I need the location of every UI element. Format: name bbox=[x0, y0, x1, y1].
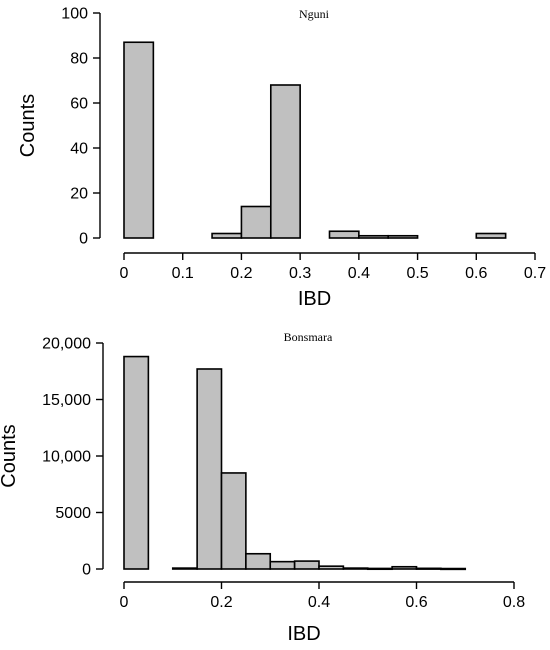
x-axis-title: IBD bbox=[287, 623, 320, 645]
x-tick-label: 0.2 bbox=[210, 594, 232, 611]
x-tick-label: 0 bbox=[120, 594, 129, 611]
histogram-bar bbox=[245, 552, 272, 570]
histogram-bar bbox=[440, 567, 467, 571]
x-tick-label: 0.2 bbox=[230, 265, 252, 282]
histogram-bar bbox=[475, 232, 507, 239]
y-tick-label: 15,000 bbox=[42, 392, 91, 409]
y-tick-label: 0 bbox=[79, 231, 88, 248]
chart-title: Nguni bbox=[299, 7, 330, 21]
y-tick-label: 0 bbox=[82, 562, 91, 579]
histogram-bar bbox=[240, 205, 272, 239]
y-tick-label: 10,000 bbox=[42, 449, 91, 466]
histogram-bar bbox=[211, 232, 243, 239]
histogram-bar bbox=[220, 472, 247, 570]
histogram-bar bbox=[358, 234, 390, 239]
histogram-bar bbox=[269, 560, 296, 570]
y-tick-label: 80 bbox=[70, 51, 88, 68]
x-tick-label: 0 bbox=[120, 265, 129, 282]
histogram-bar bbox=[366, 567, 393, 571]
x-tick-label: 0.3 bbox=[289, 265, 311, 282]
x-tick-label: 0.4 bbox=[308, 594, 330, 611]
y-tick-label: 5000 bbox=[55, 505, 91, 522]
histogram-bar bbox=[387, 234, 419, 239]
y-axis-title: Counts bbox=[0, 424, 20, 487]
x-tick-label: 0.7 bbox=[524, 265, 546, 282]
histogram-bar bbox=[123, 355, 150, 570]
x-axis-title: IBD bbox=[298, 288, 331, 310]
x-tick-label: 0.6 bbox=[405, 594, 427, 611]
chart-title: Bonsmara bbox=[284, 330, 333, 344]
histogram-bar bbox=[171, 567, 198, 570]
y-tick-label: 20 bbox=[70, 186, 88, 203]
histogram-bar bbox=[269, 84, 301, 239]
histogram-bar bbox=[391, 565, 418, 570]
x-tick-label: 0.8 bbox=[503, 594, 525, 611]
histogram-bar bbox=[328, 230, 360, 239]
panel-nguni: 0 20 40 60 80 100 0 0.1 0.2 0.3 0.4 0.5 0.6 0.7 IBD Cou… bbox=[17, 6, 546, 311]
histogram-bar bbox=[415, 567, 442, 570]
y-axis-title: Counts bbox=[17, 94, 39, 157]
y-tick-label: 100 bbox=[61, 6, 88, 23]
y-tick-label: 40 bbox=[70, 141, 88, 158]
x-tick-label: 0.6 bbox=[465, 265, 487, 282]
y-tick-label: 20,000 bbox=[42, 336, 91, 353]
histogram-bar bbox=[123, 41, 155, 239]
panel-bonsmara: 0 5000 10,000 15,000 20,000 0 0.2 0.4 0.6 0.8 IBD C… bbox=[0, 330, 525, 645]
y-tick-label: 60 bbox=[70, 96, 88, 113]
histogram-bar bbox=[342, 567, 369, 570]
x-tick-label: 0.1 bbox=[172, 265, 194, 282]
x-tick-label: 0.5 bbox=[406, 265, 428, 282]
x-tick-label: 0.4 bbox=[348, 265, 370, 282]
histogram-bar bbox=[318, 565, 345, 570]
histogram-bar bbox=[293, 560, 320, 570]
histogram-bar bbox=[196, 368, 223, 570]
